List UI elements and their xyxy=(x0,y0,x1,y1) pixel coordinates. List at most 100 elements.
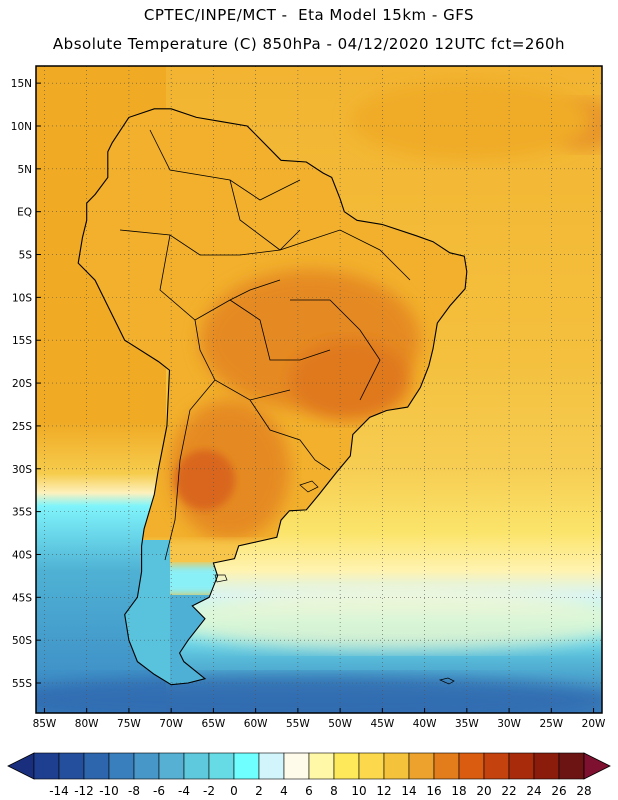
border-line-d xyxy=(164,379,216,561)
border-line-h xyxy=(229,299,331,361)
colorbar-under-arrow xyxy=(7,752,35,780)
colorbar: -14 -12 -10 -8 -6 -4 -2 0 2 4 6 8 10 12 14 16 18 20 22 24 26… xyxy=(7,752,611,798)
warm-band-north xyxy=(350,80,590,160)
lat-tick-label: 40S xyxy=(12,549,32,561)
lon-tick-label: 35W xyxy=(455,718,479,730)
land-hot-spot-argentina xyxy=(175,450,235,510)
lon-tick-label: 25W xyxy=(539,718,563,730)
lat-tick-label: EQ xyxy=(17,207,32,219)
island-falklands xyxy=(438,677,455,685)
colorbar-swatch xyxy=(133,752,160,780)
lat-lon-grid xyxy=(36,66,602,713)
border-line-g xyxy=(279,229,411,281)
colorbar-swatch xyxy=(408,752,435,780)
lagoon-south xyxy=(299,480,319,493)
colorbar-label: 26 xyxy=(551,784,566,798)
colorbar-swatch xyxy=(158,752,185,780)
lat-tick-label: 15N xyxy=(11,78,32,90)
title-line-2: Absolute Temperature (C) 850hPa - 04/12/… xyxy=(52,35,566,53)
colorbar-swatch xyxy=(533,752,560,780)
colorbar-swatch xyxy=(433,752,460,780)
lon-tick-label: 45W xyxy=(370,718,394,730)
colorbar-label: 22 xyxy=(501,784,516,798)
lon-tick-label: 85W xyxy=(33,718,57,730)
colorbar-swatch xyxy=(208,752,235,780)
colorbar-label: 16 xyxy=(426,784,441,798)
colorbar-label: 12 xyxy=(376,784,391,798)
lon-tick-label: 20W xyxy=(582,718,606,730)
lat-tick-label: 55S xyxy=(12,678,32,690)
colorbar-label: 10 xyxy=(351,784,366,798)
colorbar-swatch xyxy=(33,752,60,780)
colorbar-swatch xyxy=(358,752,385,780)
colorbar-swatch xyxy=(333,752,360,780)
colorbar-label: -12 xyxy=(74,784,94,798)
border-line-e xyxy=(249,399,331,471)
lat-tick-label: 20S xyxy=(12,378,32,390)
colorbar-label: 14 xyxy=(401,784,416,798)
lat-tick-label: 10N xyxy=(11,121,32,133)
border-line-f xyxy=(290,299,381,401)
colorbar-swatch xyxy=(58,752,85,780)
colorbar-label: 8 xyxy=(330,784,338,798)
colorbar-label: -2 xyxy=(203,784,215,798)
colorbar-swatch xyxy=(283,752,310,780)
lat-tick-label: 50S xyxy=(12,635,32,647)
country-borders xyxy=(119,129,411,561)
lat-tick-label: 30S xyxy=(12,464,32,476)
lat-tick-label: 25S xyxy=(12,421,32,433)
colorbar-swatch xyxy=(508,752,535,780)
border-line-b xyxy=(159,234,281,321)
colorbar-swatch xyxy=(558,752,585,780)
pale-band-south xyxy=(160,590,602,650)
colorbar-label: -8 xyxy=(128,784,140,798)
colorbar-swatch xyxy=(483,752,510,780)
map-frame xyxy=(35,65,603,714)
colorbar-swatch xyxy=(383,752,410,780)
colorbar-label: 20 xyxy=(476,784,491,798)
colorbar-label: -6 xyxy=(153,784,165,798)
temperature-field xyxy=(36,66,602,713)
lat-tick-label: 35S xyxy=(12,507,32,519)
colorbar-swatch xyxy=(308,752,335,780)
colorbar-swatch xyxy=(458,752,485,780)
lon-tick-label: 40W xyxy=(413,718,437,730)
colorbar-swatch xyxy=(108,752,135,780)
colorbar-swatch xyxy=(233,752,260,780)
colorbar-label: 0 xyxy=(230,784,238,798)
lat-tick-label: 5N xyxy=(17,164,32,176)
colorbar-label: 4 xyxy=(280,784,288,798)
land-warm-core-brazil xyxy=(290,340,410,420)
colorbar-label: 2 xyxy=(255,784,263,798)
lon-tick-label: 75W xyxy=(117,718,141,730)
lon-tick-label: 60W xyxy=(244,718,268,730)
colorbar-label: -10 xyxy=(99,784,119,798)
lon-tick-label: 80W xyxy=(75,718,99,730)
colorbar-label: 28 xyxy=(576,784,591,798)
border-line-j xyxy=(229,179,281,251)
colorbar-label: -4 xyxy=(178,784,190,798)
colorbar-swatch xyxy=(83,752,110,780)
islands xyxy=(214,480,455,685)
lon-tick-label: 65W xyxy=(202,718,226,730)
title-line-1: CPTEC/INPE/MCT - Eta Model 15km - GFS xyxy=(143,6,475,24)
colorbar-swatch xyxy=(258,752,285,780)
colorbar-label: 6 xyxy=(305,784,313,798)
colorbar-over-arrow xyxy=(583,752,611,780)
colorbar-label: 24 xyxy=(526,784,541,798)
lat-tick-label: 45S xyxy=(12,592,32,604)
lon-tick-label: 50W xyxy=(328,718,352,730)
lon-tick-label: 30W xyxy=(497,718,521,730)
lon-tick-label: 55W xyxy=(286,718,310,730)
lat-tick-label: 15S xyxy=(12,335,32,347)
longitude-tick-labels: 85W 80W 75W 70W 65W 60W 55W 50W 45W 40W 35W 30W 25W 2… xyxy=(33,718,606,730)
coastline xyxy=(77,108,468,686)
lat-tick-label: 5S xyxy=(19,250,33,262)
lon-tick-label: 70W xyxy=(159,718,183,730)
lat-tick-label: 10S xyxy=(12,292,32,304)
border-line-a xyxy=(119,229,301,256)
colorbar-label: 18 xyxy=(451,784,466,798)
island-valdes xyxy=(214,574,228,583)
colorbar-swatch xyxy=(183,752,210,780)
